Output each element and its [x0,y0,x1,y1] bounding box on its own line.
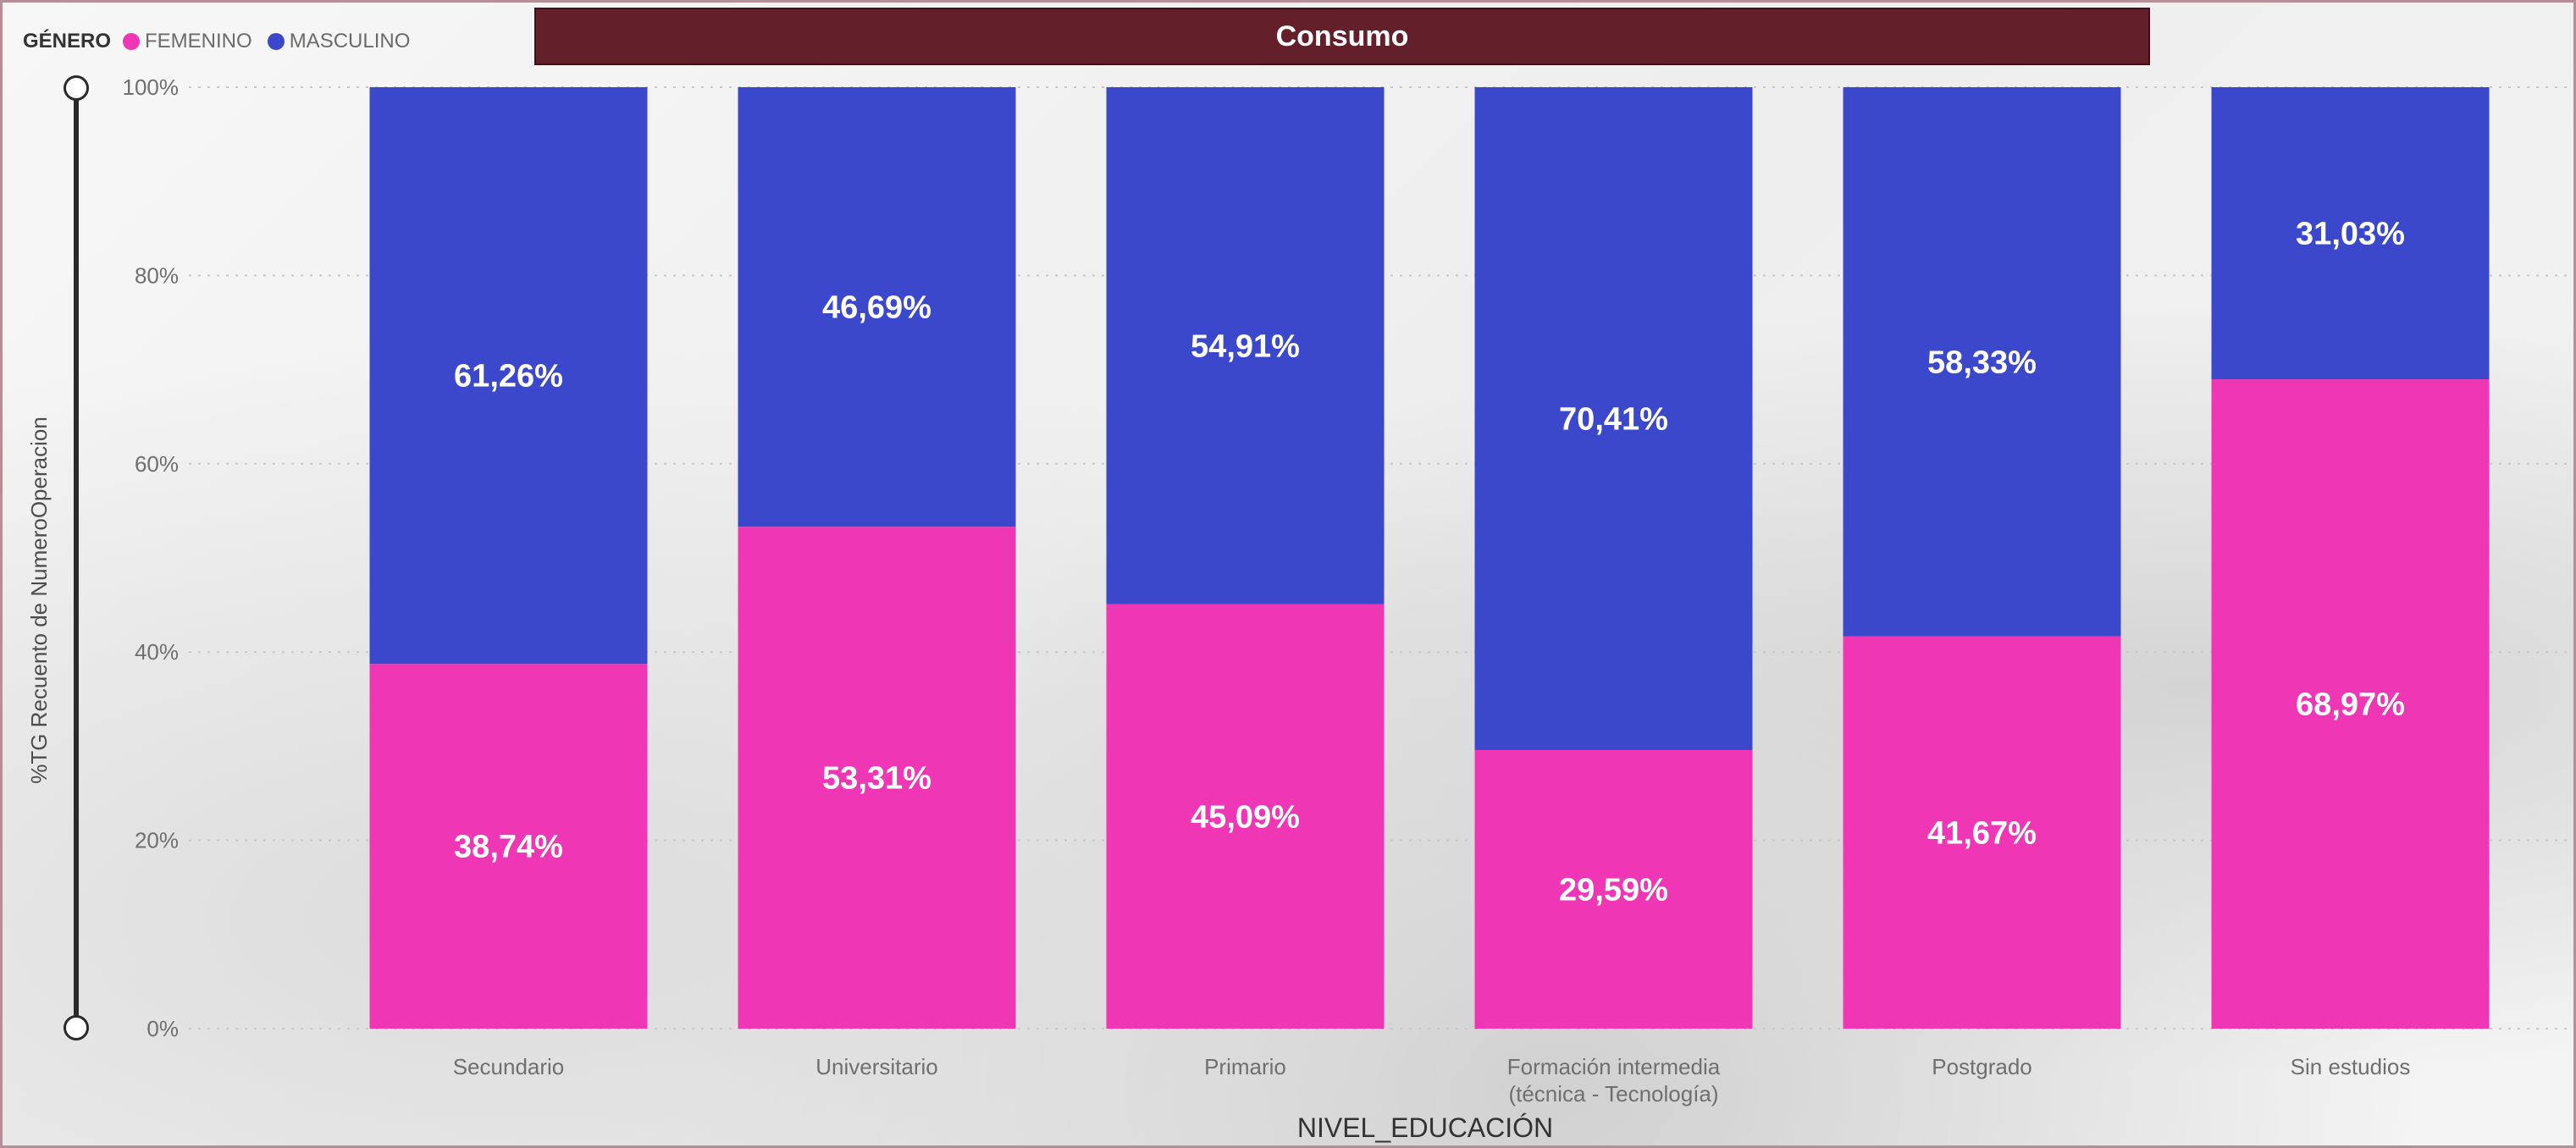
bar-masculino-3[interactable] [1474,87,1753,750]
x-axis-title: NIVEL_EDUCACIÓN [1297,1112,1553,1143]
data-label: 68,97% [2296,687,2405,723]
bar-masculino-4[interactable] [1843,87,2121,637]
legend-label-femenino: FEMENINO [145,30,252,52]
y-tick-label: 100% [123,75,180,100]
bar-masculino-1[interactable] [738,87,1016,527]
slider-top-handle[interactable] [64,75,89,101]
legend-dot-masculino-icon [267,33,285,50]
chart-title: Consumo [534,8,2150,65]
x-tick-label: Sin estudios [2291,1054,2411,1079]
legend-item-femenino[interactable]: FEMENINO [123,30,252,53]
y-tick-label: 60% [135,451,179,477]
x-tick-label: Secundario [453,1054,565,1079]
data-label: 38,74% [454,830,563,865]
slider-bottom-handle[interactable] [64,1015,89,1040]
bar-femenino-0[interactable] [369,664,648,1029]
legend-dot-femenino-icon [123,33,141,50]
bar-femenino-2[interactable] [1106,604,1385,1029]
data-label: 58,33% [1927,345,2037,380]
slider-track[interactable] [74,86,79,1030]
data-label: 54,91% [1191,328,1300,364]
bar-femenino-1[interactable] [738,527,1016,1029]
data-label: 70,41% [1559,401,1668,437]
data-label: 61,26% [454,359,563,395]
chart-plot: 0% 20% 40% 60% 80% 100% %TG Recuento de Numero… [26,75,2568,1143]
y-tick-label: 80% [135,262,179,288]
legend-item-masculino[interactable]: MASCULINO [267,30,411,53]
data-label: 41,67% [1927,815,2037,851]
y-axis-title: %TG Recuento de NumeroOperacion [26,417,52,784]
x-tick-label: Universitario [815,1054,938,1079]
legend: GÉNERO FEMENINO MASCULINO [23,25,425,58]
bar-masculino-5[interactable] [2211,87,2490,380]
x-tick-label: Primario [1204,1054,1286,1079]
x-tick-label: Postgrado [1932,1054,2032,1079]
data-label: 53,31% [822,761,931,797]
data-label: 46,69% [822,290,931,326]
x-tick-label: (técnica - Tecnología) [1508,1081,1718,1107]
x-tick-label: Formación intermedia [1507,1054,1721,1079]
legend-label-masculino: MASCULINO [289,30,411,52]
y-axis-range-slider[interactable] [64,75,89,1040]
data-label: 31,03% [2296,217,2405,252]
y-tick-label: 0% [146,1016,179,1041]
y-tick-label: 20% [135,828,179,853]
y-tick-label: 40% [135,639,179,665]
data-label: 29,59% [1559,872,1668,908]
bar-femenino-5[interactable] [2211,379,2490,1029]
bar-masculino-0[interactable] [369,87,648,665]
bar-masculino-2[interactable] [1106,87,1385,604]
data-label: 45,09% [1191,799,1300,835]
bar-femenino-4[interactable] [1843,636,2121,1029]
legend-title: GÉNERO [23,30,112,52]
bar-femenino-3[interactable] [1474,749,1753,1029]
